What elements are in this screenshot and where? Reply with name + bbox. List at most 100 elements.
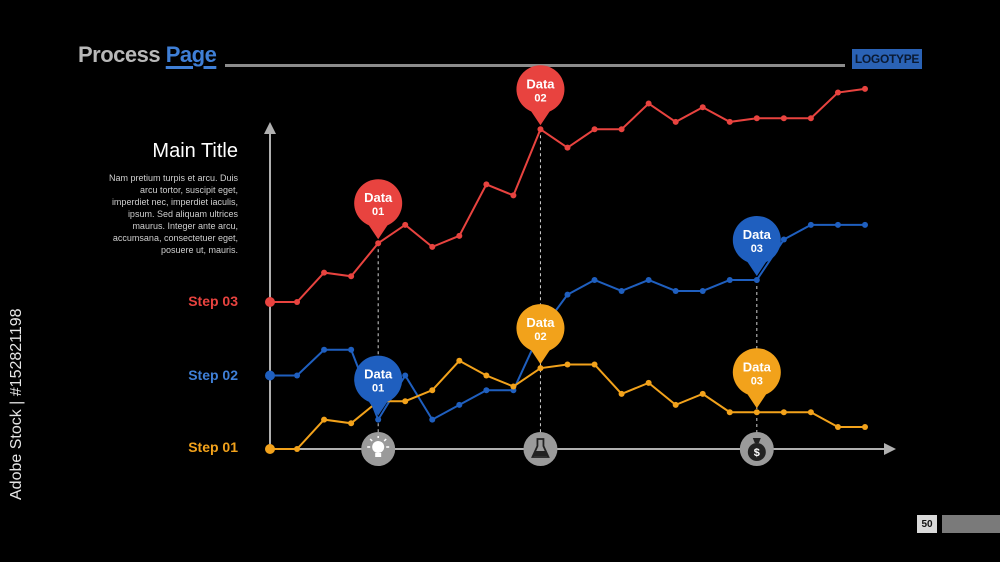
data-point-orange bbox=[699, 390, 706, 397]
lightbulb-icon bbox=[372, 441, 385, 453]
data-point-orange bbox=[672, 401, 679, 408]
data-point-blue bbox=[834, 221, 841, 228]
data-pin-number: 03 bbox=[751, 375, 763, 387]
step-label-03: Step 03 bbox=[188, 293, 238, 309]
lightbulb-base bbox=[375, 453, 382, 457]
data-point-orange bbox=[807, 409, 814, 416]
data-point-blue bbox=[483, 387, 490, 394]
data-point-blue bbox=[699, 287, 706, 294]
main-description: Nam pretium turpis et arcu. Duis arcu to… bbox=[108, 173, 238, 255]
data-point-orange bbox=[510, 383, 517, 390]
data-point-blue bbox=[564, 291, 571, 298]
data-pin bbox=[732, 348, 781, 397]
data-point-orange bbox=[753, 409, 760, 416]
page-number: 50 bbox=[917, 515, 937, 533]
data-point-blue bbox=[807, 221, 814, 228]
data-pin-number: 03 bbox=[751, 243, 763, 255]
lightbulb-ray bbox=[383, 438, 387, 442]
data-point-red bbox=[483, 181, 490, 188]
data-point-orange bbox=[862, 423, 868, 430]
data-pin-number: 02 bbox=[534, 331, 546, 343]
data-pin bbox=[354, 179, 403, 228]
flask-icon-bg bbox=[523, 432, 558, 466]
logotype-badge: LOGOTYPE bbox=[852, 49, 922, 69]
data-pin-number: 02 bbox=[534, 92, 546, 104]
page-title-part2: Page bbox=[165, 42, 217, 67]
step-label-02: Step 02 bbox=[188, 367, 238, 383]
data-point-red bbox=[699, 104, 706, 111]
data-point-orange bbox=[321, 416, 328, 423]
data-point-blue bbox=[618, 287, 625, 294]
data-point-orange bbox=[456, 357, 463, 364]
data-point-red bbox=[429, 243, 436, 250]
data-point-red bbox=[537, 126, 544, 133]
data-point-blue bbox=[348, 346, 355, 353]
data-pin bbox=[516, 65, 565, 114]
flask-liquid bbox=[533, 451, 548, 456]
data-point-blue bbox=[375, 416, 382, 423]
data-point-red bbox=[645, 100, 652, 107]
data-point-blue bbox=[402, 372, 409, 379]
data-point-red bbox=[321, 269, 328, 276]
data-point-blue bbox=[862, 221, 868, 228]
data-point-blue bbox=[456, 401, 463, 408]
data-point-red bbox=[510, 192, 517, 199]
page-title-part1: Process bbox=[78, 42, 166, 67]
data-point-orange bbox=[618, 390, 625, 397]
data-point-red bbox=[834, 89, 841, 96]
lightbulb-ray bbox=[369, 438, 373, 442]
data-point-blue bbox=[294, 372, 301, 379]
data-point-red bbox=[456, 232, 463, 239]
data-point-orange bbox=[294, 446, 301, 452]
data-point-orange bbox=[537, 365, 544, 372]
data-point-orange bbox=[348, 420, 355, 427]
step-label-01: Step 01 bbox=[188, 439, 238, 455]
data-point-red bbox=[348, 273, 355, 280]
data-point-red bbox=[862, 85, 868, 92]
data-point-orange bbox=[645, 379, 652, 386]
data-point-blue bbox=[321, 346, 328, 353]
data-point-red bbox=[726, 118, 733, 125]
data-pin-number: 01 bbox=[372, 383, 384, 395]
data-pin-label: Data bbox=[526, 315, 555, 330]
data-point-red bbox=[672, 118, 679, 125]
x-axis-arrow bbox=[884, 443, 896, 455]
page-number-bar bbox=[942, 515, 1000, 533]
data-point-blue bbox=[265, 370, 275, 381]
data-point-blue bbox=[672, 287, 679, 294]
data-point-red bbox=[402, 221, 409, 228]
data-point-red bbox=[375, 240, 382, 247]
data-point-red bbox=[294, 299, 301, 305]
money-bag-top bbox=[752, 438, 761, 443]
data-point-red bbox=[780, 115, 787, 122]
data-point-red bbox=[564, 144, 571, 151]
data-pin bbox=[516, 304, 565, 353]
page-title: Process Page bbox=[78, 42, 217, 68]
data-point-orange bbox=[483, 372, 490, 379]
data-point-orange bbox=[780, 409, 787, 416]
data-pin bbox=[732, 215, 781, 264]
data-point-orange bbox=[265, 444, 275, 454]
data-point-blue bbox=[429, 416, 436, 423]
data-point-red bbox=[618, 126, 625, 133]
data-point-blue bbox=[726, 276, 733, 283]
money-bag-icon bbox=[747, 443, 766, 461]
data-point-red bbox=[265, 297, 275, 307]
dollar-sign: $ bbox=[754, 447, 760, 459]
data-point-orange bbox=[429, 387, 436, 394]
data-point-orange bbox=[834, 423, 841, 430]
data-point-blue bbox=[780, 236, 787, 243]
data-point-red bbox=[807, 115, 814, 122]
data-pin-label: Data bbox=[526, 76, 555, 91]
data-point-orange bbox=[564, 361, 571, 368]
data-point-blue bbox=[753, 276, 760, 283]
data-pin-label: Data bbox=[364, 367, 393, 382]
data-pin bbox=[354, 355, 403, 404]
data-pin-number: 01 bbox=[372, 206, 384, 218]
y-axis-arrow bbox=[264, 122, 276, 134]
data-pin-label: Data bbox=[364, 190, 393, 205]
data-point-blue bbox=[591, 276, 598, 283]
header-divider bbox=[225, 64, 845, 67]
data-point-orange bbox=[402, 398, 409, 405]
